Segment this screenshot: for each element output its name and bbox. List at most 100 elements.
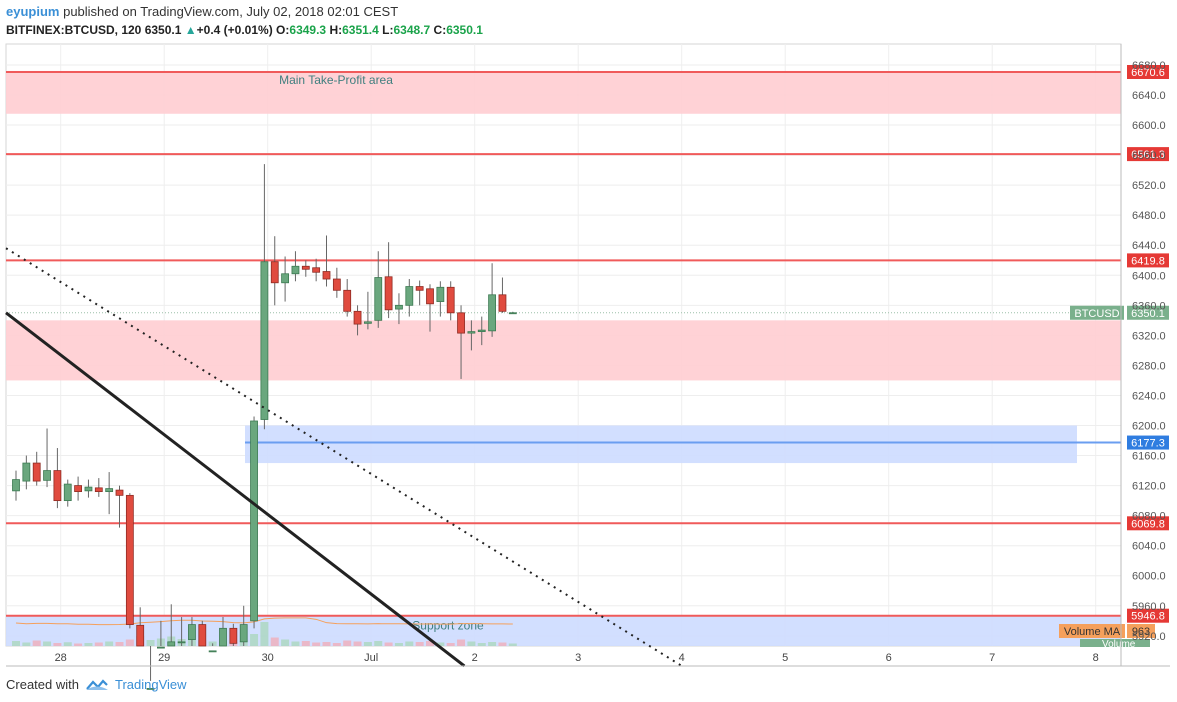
y-tick-label: 6600.0 xyxy=(1132,120,1166,132)
candle-body xyxy=(177,641,186,644)
y-tick-label: 6040.0 xyxy=(1132,541,1166,553)
candle-body xyxy=(436,286,445,302)
x-tick-label: 4 xyxy=(679,652,685,664)
candle-body xyxy=(384,276,393,311)
y-tick-label: 6640.0 xyxy=(1132,90,1166,102)
last-price-tag xyxy=(1127,305,1169,320)
y-tick-label: 6240.0 xyxy=(1132,390,1166,402)
candle-body xyxy=(167,641,176,647)
close-label: C: xyxy=(433,23,447,37)
x-tick-label: 8 xyxy=(1093,652,1099,664)
low-value: 6348.7 xyxy=(393,23,431,37)
y-tick-label: 6400.0 xyxy=(1132,270,1166,282)
high-value: 6351.4 xyxy=(342,23,379,37)
candle-body xyxy=(508,312,517,315)
candle-body xyxy=(22,462,31,482)
y-tick-label: 6000.0 xyxy=(1132,571,1166,583)
candle-body xyxy=(208,650,217,653)
volume-bar xyxy=(74,643,83,646)
level-price-tag xyxy=(1127,516,1169,531)
symbol-interval: BITFINEX:BTCUSD, 120 xyxy=(6,23,142,37)
symbol-tag xyxy=(1070,305,1124,320)
volume-ma-label: Volume MA xyxy=(1064,626,1121,638)
candle-body xyxy=(63,483,72,502)
candle-body xyxy=(301,265,310,270)
x-tick-label: 5 xyxy=(782,652,788,664)
volume-bar xyxy=(488,642,497,646)
level-price-tag xyxy=(1127,65,1169,79)
volume-bar xyxy=(312,642,321,646)
candle-body xyxy=(270,261,279,284)
footer: Created with TradingView xyxy=(6,676,187,694)
zone-1 xyxy=(6,320,1121,381)
level-price-tag xyxy=(1127,253,1169,268)
volume-bar xyxy=(63,642,72,646)
trendlines[interactable] xyxy=(5,247,683,668)
y-tick-label: 6680.0 xyxy=(1132,60,1166,72)
volume-bar xyxy=(250,634,259,646)
x-tick-label: 6 xyxy=(886,652,892,664)
candle-body xyxy=(105,488,114,493)
volume-bar xyxy=(426,641,434,646)
candle-body xyxy=(115,489,124,496)
x-tick-label: 29 xyxy=(158,652,170,664)
zones: Main Take-Profit area Support zone xyxy=(6,70,1121,646)
x-tick-label: 30 xyxy=(262,652,274,664)
candle-body xyxy=(84,486,93,492)
y-tick-label: 5920.0 xyxy=(1132,631,1166,643)
level-price-label: 6419.8 xyxy=(1131,255,1165,267)
candle-body xyxy=(94,487,103,493)
author-name[interactable]: eyupium xyxy=(6,4,60,19)
volume-tag xyxy=(1080,639,1150,647)
candle-body xyxy=(322,271,331,280)
volume-bar xyxy=(436,642,445,646)
candles xyxy=(12,164,517,690)
x-tick-label: 7 xyxy=(989,652,995,664)
candle-body xyxy=(374,277,383,321)
candle-body xyxy=(457,312,465,334)
candle-body xyxy=(250,420,258,622)
high-label: H: xyxy=(329,23,343,37)
horizontal-levels[interactable]: 6670.6 6561.3 6419.8 6177.3 6069.8 5946.8 BTCU… xyxy=(6,65,1169,650)
volume-ma-tag xyxy=(1059,624,1125,638)
volume-bar xyxy=(457,639,466,646)
x-tick-label: Jul xyxy=(364,652,378,664)
tradingview-logo-icon[interactable] xyxy=(85,678,109,692)
volume-bar xyxy=(53,643,62,646)
candle-body xyxy=(498,294,507,312)
candle-body xyxy=(146,688,155,690)
zone-0 xyxy=(6,70,1121,114)
candle-body xyxy=(477,329,486,333)
volume-bar xyxy=(343,640,352,646)
low-label: L: xyxy=(382,23,394,37)
candle-body xyxy=(136,624,145,647)
volume-bar xyxy=(384,642,393,646)
volume-bar xyxy=(374,641,383,646)
candle-body xyxy=(291,265,300,275)
volume-bar xyxy=(405,641,414,646)
candle-body xyxy=(343,289,352,312)
published-text: published on TradingView.com, July 02, 2… xyxy=(63,4,399,19)
volume-bar xyxy=(146,640,155,646)
open-label: O: xyxy=(276,23,290,37)
candle-body xyxy=(74,485,82,493)
volume-bar xyxy=(125,639,134,646)
candle-body xyxy=(188,624,196,640)
volume-ma-line xyxy=(15,617,513,626)
volume-bar xyxy=(415,642,424,646)
volume-bar xyxy=(508,643,517,646)
candle-body xyxy=(467,331,476,334)
candle-body xyxy=(156,646,165,649)
volume-label: Volume xyxy=(1102,639,1136,650)
candle-body xyxy=(125,494,134,625)
zone-2 xyxy=(245,425,1077,464)
candle-body xyxy=(281,273,290,284)
tradingview-link[interactable]: TradingView xyxy=(114,677,187,692)
volume-bar xyxy=(322,642,331,646)
level-price-label: 6177.3 xyxy=(1131,438,1165,450)
x-tick-label: 3 xyxy=(575,652,581,664)
volume-bar xyxy=(12,641,20,646)
volume-bar xyxy=(270,637,279,646)
axis-labels: 5920.0 5960.0 6000.0 6040.0 6080.0 6120.0 6160… xyxy=(55,60,1166,664)
